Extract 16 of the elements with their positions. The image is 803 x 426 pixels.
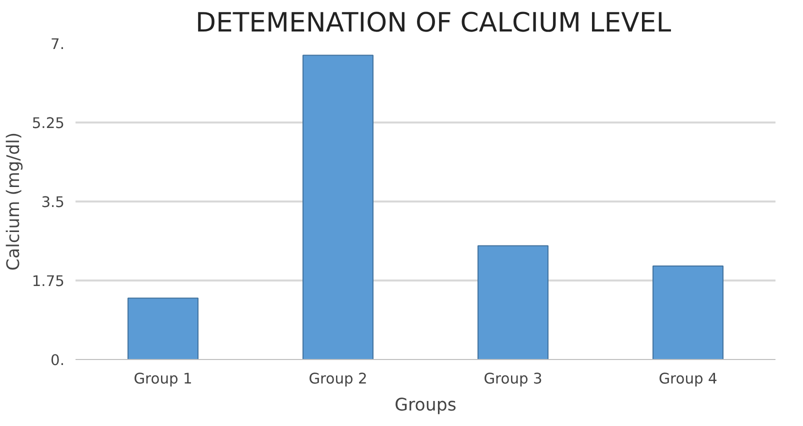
bar bbox=[128, 298, 198, 360]
x-tick-label: Group 3 bbox=[484, 370, 542, 388]
y-tick-label: 7. bbox=[50, 36, 64, 53]
bar bbox=[478, 245, 548, 360]
x-axis-title: Groups bbox=[394, 396, 456, 416]
y-tick-label: 0. bbox=[50, 352, 64, 369]
x-tick-label: Group 1 bbox=[134, 370, 192, 388]
y-tick-label: 3.5 bbox=[41, 194, 65, 211]
y-axis-title: Calcium (mg/dl) bbox=[4, 132, 24, 271]
x-tick-label: Group 2 bbox=[308, 370, 368, 388]
chart-title: DETEMENATION OF CALCIUM LEVEL bbox=[196, 8, 672, 38]
bar bbox=[652, 266, 724, 360]
x-tick-label: Group 4 bbox=[658, 370, 718, 388]
bar bbox=[302, 54, 374, 360]
y-tick-label: 1.75 bbox=[32, 273, 65, 290]
y-tick-label: 5.25 bbox=[32, 115, 65, 132]
